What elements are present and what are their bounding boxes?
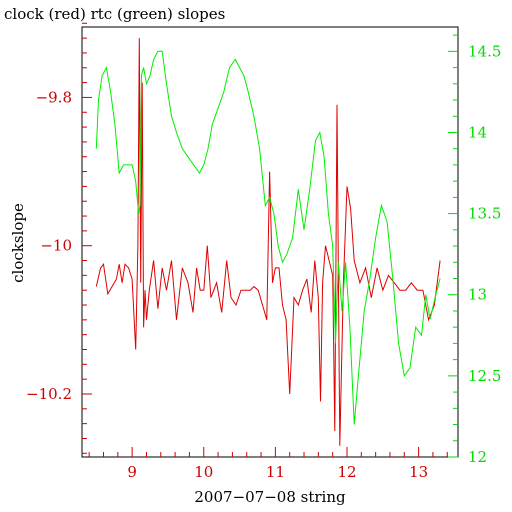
- plot-frame: [81, 26, 459, 458]
- x-tick-label: 11: [266, 463, 285, 481]
- plot-area-border: [81, 26, 459, 458]
- x-axis: 9 10 11 12 13: [88, 447, 448, 481]
- right-tick-label: 14: [468, 123, 487, 141]
- left-tick-label: −10: [40, 237, 72, 255]
- left-tick-label: −9.8: [36, 88, 72, 106]
- series-line-clock: [95, 38, 441, 446]
- series-line-rtc: [95, 50, 441, 425]
- left-y-axis: −9.8 −10 −10.2: [26, 22, 92, 454]
- chart-title: clock (red) rtc (green) slopes: [4, 5, 225, 23]
- right-tick-label: 14.5: [468, 42, 501, 60]
- x-axis-label: 2007−07−08 string: [194, 488, 346, 506]
- right-y-axis: 12 12.5 13 13.5 14 14.5: [448, 34, 501, 466]
- y-axis-label: clockslope: [9, 203, 27, 283]
- x-tick-label: 12: [337, 463, 356, 481]
- series-group: [95, 38, 441, 446]
- x-tick-label: 9: [127, 463, 137, 481]
- right-tick-label: 13: [468, 286, 487, 304]
- x-tick-label: 10: [194, 463, 213, 481]
- right-tick-label: 12.5: [468, 367, 501, 385]
- x-tick-label: 13: [409, 463, 428, 481]
- right-tick-label: 13.5: [468, 205, 501, 223]
- right-tick-label: 12: [468, 448, 487, 466]
- left-tick-label: −10.2: [26, 385, 72, 403]
